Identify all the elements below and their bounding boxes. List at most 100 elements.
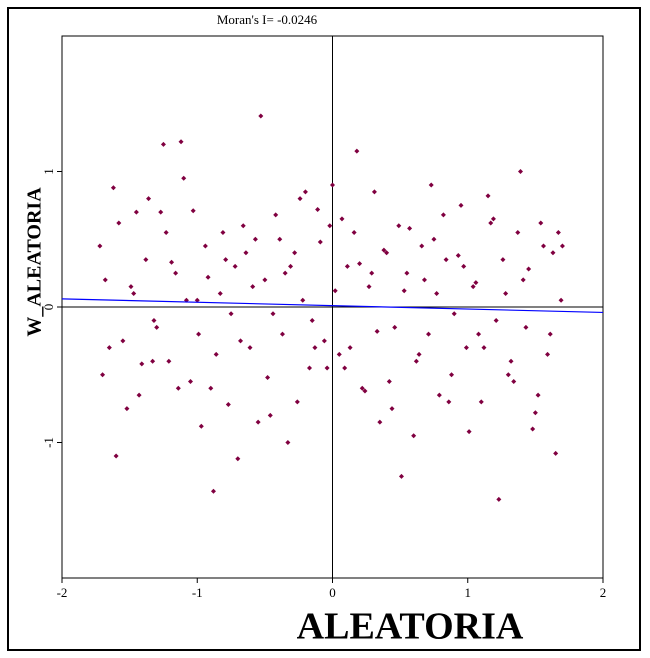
point	[440, 212, 446, 218]
point	[273, 212, 279, 218]
point	[220, 229, 226, 235]
point	[205, 274, 211, 280]
point	[102, 277, 108, 283]
point	[250, 284, 256, 290]
point	[262, 277, 268, 283]
point	[210, 488, 216, 494]
point	[332, 288, 338, 294]
point	[267, 412, 273, 418]
point	[187, 379, 193, 385]
point	[255, 419, 261, 425]
point	[377, 419, 383, 425]
point	[208, 385, 214, 391]
point	[116, 220, 122, 226]
point	[493, 318, 499, 324]
point	[315, 206, 321, 212]
point	[485, 193, 491, 199]
point	[330, 182, 335, 188]
point	[550, 250, 556, 256]
point	[288, 263, 294, 269]
point	[151, 318, 157, 324]
point	[389, 406, 395, 412]
point	[540, 243, 546, 249]
point	[300, 297, 306, 303]
fit-line	[61, 298, 604, 314]
point	[277, 236, 283, 242]
point	[282, 270, 288, 276]
point	[505, 372, 511, 378]
point	[240, 223, 246, 229]
x-tick-label: -2	[57, 585, 68, 600]
chart-title: Moran's I= -0.0246	[217, 12, 318, 27]
point	[455, 253, 461, 259]
point	[327, 223, 333, 229]
point	[166, 358, 172, 364]
y-tick-label: 0	[41, 304, 56, 311]
point	[146, 196, 152, 202]
point	[324, 365, 330, 371]
point	[500, 257, 506, 263]
point	[292, 250, 298, 256]
point	[279, 331, 285, 337]
point	[158, 209, 164, 215]
point	[339, 216, 345, 222]
point	[458, 202, 464, 208]
point	[490, 216, 496, 222]
point	[496, 496, 502, 502]
point	[344, 263, 350, 269]
point	[371, 189, 377, 195]
point	[202, 243, 208, 249]
point	[374, 328, 380, 334]
point	[252, 236, 258, 242]
point	[243, 250, 249, 256]
point	[100, 372, 106, 378]
point	[466, 429, 472, 435]
point	[342, 365, 348, 371]
point	[392, 324, 398, 330]
point	[190, 208, 196, 214]
point	[538, 220, 544, 226]
point	[235, 456, 241, 462]
point	[175, 385, 181, 391]
point	[362, 388, 368, 394]
point	[407, 225, 413, 231]
point	[559, 243, 565, 249]
point	[97, 243, 103, 249]
point	[131, 290, 137, 296]
point	[160, 141, 166, 147]
point	[173, 270, 179, 276]
point	[196, 331, 202, 337]
point	[307, 365, 313, 371]
point	[463, 345, 469, 351]
point	[194, 297, 200, 303]
point	[553, 450, 559, 456]
point	[106, 345, 112, 351]
point	[449, 372, 455, 378]
point	[530, 426, 536, 432]
point	[223, 257, 229, 263]
point	[297, 196, 303, 202]
point	[124, 406, 130, 412]
point	[404, 270, 410, 276]
point	[294, 399, 300, 405]
point	[133, 209, 139, 215]
point	[163, 229, 169, 235]
point	[535, 392, 541, 398]
point	[386, 379, 392, 385]
x-tick-label: -1	[192, 585, 203, 600]
point	[228, 311, 234, 317]
point	[347, 345, 353, 351]
point	[461, 263, 467, 269]
point	[558, 297, 564, 303]
point	[181, 175, 187, 181]
point	[508, 358, 514, 364]
point	[446, 399, 452, 405]
point	[213, 351, 219, 357]
point	[470, 284, 476, 290]
point	[520, 277, 526, 283]
point	[384, 250, 390, 256]
point	[238, 338, 244, 344]
point	[488, 220, 494, 226]
point	[478, 399, 484, 405]
